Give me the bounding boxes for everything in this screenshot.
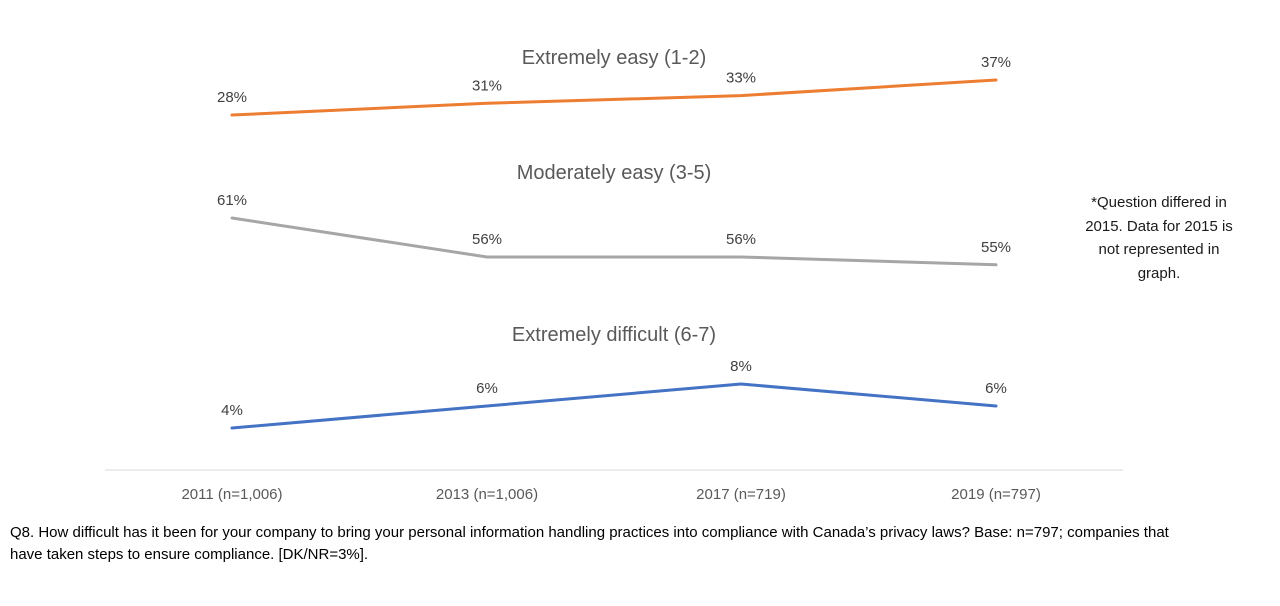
data-label: 61% — [217, 192, 247, 209]
x-axis-label: 2017 (n=719) — [696, 486, 786, 503]
series-line-2 — [230, 216, 998, 267]
series-line-1 — [230, 78, 998, 117]
footnote-line: *Question differed in — [1091, 194, 1227, 211]
question-caption: Q8. How difficult has it been for your c… — [10, 522, 1255, 566]
x-axis-label: 2019 (n=797) — [951, 486, 1041, 503]
series-line-3 — [230, 382, 998, 430]
data-label: 33% — [726, 70, 756, 87]
caption-line: have taken steps to ensure compliance. [… — [10, 546, 369, 563]
line-chart: 2011 (n=1,006) 2013 (n=1,006) 2017 (n=719)… — [105, 47, 1123, 503]
x-axis-label: 2013 (n=1,006) — [436, 486, 538, 503]
data-label: 37% — [981, 54, 1011, 71]
series-title: Extremely difficult (6-7) — [512, 324, 716, 346]
data-label: 31% — [472, 77, 502, 94]
series-title: Moderately easy (3-5) — [517, 162, 712, 184]
chart-footnote: *Question differed in 2015. Data for 201… — [1068, 191, 1250, 285]
footnote-line: graph. — [1137, 264, 1181, 282]
data-label: 6% — [476, 380, 498, 397]
x-axis-label: 2011 (n=1,006) — [181, 486, 282, 503]
data-label: 4% — [221, 402, 243, 419]
data-label: 28% — [217, 89, 247, 106]
footnote-line: not represented in — [1098, 241, 1220, 258]
data-label: 6% — [985, 380, 1007, 397]
footnote-line: 2015. Data for 2015 is — [1085, 217, 1233, 235]
data-label: 56% — [472, 231, 502, 248]
data-label: 55% — [981, 239, 1011, 256]
series-title: Extremely easy (1-2) — [522, 47, 707, 69]
data-label: 56% — [726, 231, 756, 248]
data-label: 8% — [730, 358, 752, 375]
caption-line: Q8. How difficult has it been for your c… — [10, 524, 1169, 541]
